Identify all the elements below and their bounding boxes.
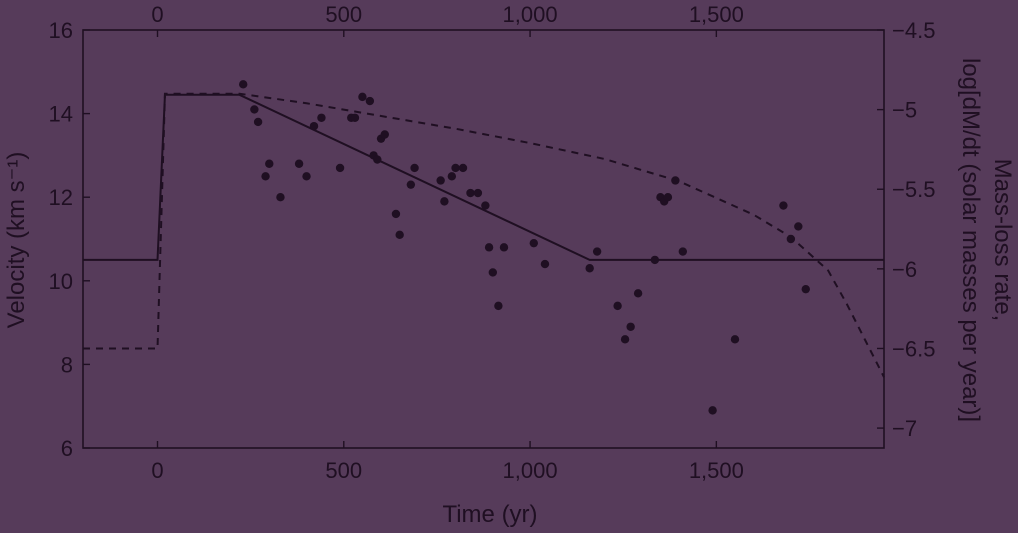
data-point-31 — [484, 243, 494, 252]
data-point-13 — [358, 92, 367, 102]
data-point-50 — [730, 335, 740, 344]
data-point-22 — [410, 163, 419, 173]
x-tick-label-top-2: 1,000 — [503, 2, 558, 27]
data-point-20 — [395, 230, 404, 240]
points-layer — [239, 80, 810, 415]
data-point-30 — [481, 201, 490, 210]
data-point-49 — [708, 406, 717, 415]
x-tick-label-bottom-2: 1,000 — [503, 458, 558, 483]
y-left-tick-label-2: 10 — [49, 269, 73, 294]
y-right-tick-label-1: −5 — [892, 98, 917, 123]
data-point-53 — [794, 222, 803, 231]
data-point-14 — [365, 96, 375, 106]
y-left-tick-label-4: 14 — [49, 102, 73, 127]
data-point-36 — [540, 259, 550, 269]
data-point-4 — [265, 159, 274, 168]
data-point-7 — [302, 172, 311, 181]
data-point-18 — [380, 130, 389, 139]
data-point-52 — [786, 234, 796, 244]
x-tick-label-top-0: 0 — [151, 2, 163, 27]
y-left-tick-label-0: 6 — [61, 436, 73, 461]
data-point-42 — [633, 289, 643, 298]
data-point-21 — [406, 180, 416, 189]
data-point-39 — [613, 301, 622, 311]
y-right-tick-label-3: −6 — [892, 257, 917, 282]
x-tick-label-top-1: 500 — [325, 2, 362, 27]
velocity-model-line — [83, 93, 884, 261]
series-layer — [83, 92, 885, 378]
data-point-27 — [458, 163, 468, 173]
data-point-40 — [620, 335, 630, 344]
x-tick-label-bottom-3: 1,500 — [689, 458, 744, 483]
data-point-5 — [276, 193, 285, 202]
data-point-37 — [585, 264, 594, 273]
data-point-3 — [261, 172, 270, 181]
x-axis-title: Time (yr) — [442, 501, 537, 528]
ticks-layer: 0 0 500 500 1,000 1,000 1,500 1,500 6 8 10 12 14 16 −4… — [49, 2, 936, 483]
data-point-6 — [294, 159, 304, 168]
data-point-24 — [440, 197, 449, 206]
data-point-26 — [451, 163, 460, 173]
data-point-47 — [671, 176, 680, 185]
data-point-2 — [253, 117, 263, 127]
x-tick-label-bottom-1: 500 — [325, 458, 362, 483]
data-point-33 — [494, 301, 503, 311]
data-point-23 — [436, 176, 445, 185]
data-point-32 — [488, 268, 498, 277]
y-left-axis-title: Velocity (km s⁻¹) — [3, 152, 30, 329]
data-point-8 — [309, 121, 319, 131]
data-point-16 — [373, 155, 382, 164]
y-left-tick-label-3: 12 — [49, 185, 73, 210]
data-point-41 — [626, 322, 635, 331]
y-right-tick-label-4: −6.5 — [892, 336, 935, 361]
y-right-tick-label-0: −4.5 — [892, 18, 935, 43]
data-point-35 — [529, 238, 538, 248]
data-point-19 — [391, 209, 401, 219]
data-point-51 — [779, 201, 788, 210]
y-right-axis-title-line2: log[dM/dt (solar masses per year)] — [957, 58, 984, 422]
y-right-tick-label-5: −7 — [892, 416, 917, 441]
data-point-29 — [473, 188, 483, 198]
data-point-38 — [592, 247, 602, 256]
x-tick-label-top-3: 1,500 — [689, 2, 744, 27]
data-point-10 — [335, 163, 345, 173]
mass-loss-rate-line — [83, 92, 885, 378]
y-right-axis-title-line1: Mass-loss rate, — [989, 159, 1016, 322]
data-point-54 — [801, 284, 810, 294]
data-point-34 — [499, 243, 509, 252]
data-point-25 — [447, 172, 457, 181]
data-point-9 — [317, 113, 326, 122]
y-left-tick-label-1: 8 — [61, 352, 73, 377]
data-point-12 — [350, 113, 360, 122]
y-left-tick-label-5: 16 — [49, 18, 73, 43]
data-point-1 — [250, 105, 259, 114]
plot-frame — [82, 29, 885, 449]
data-point-46 — [663, 193, 673, 202]
y-right-tick-label-2: −5.5 — [892, 177, 935, 202]
data-point-43 — [650, 255, 660, 265]
data-point-0 — [239, 80, 248, 89]
data-point-48 — [678, 247, 688, 256]
x-tick-label-bottom-0: 0 — [151, 458, 163, 483]
data-point-28 — [466, 188, 475, 198]
